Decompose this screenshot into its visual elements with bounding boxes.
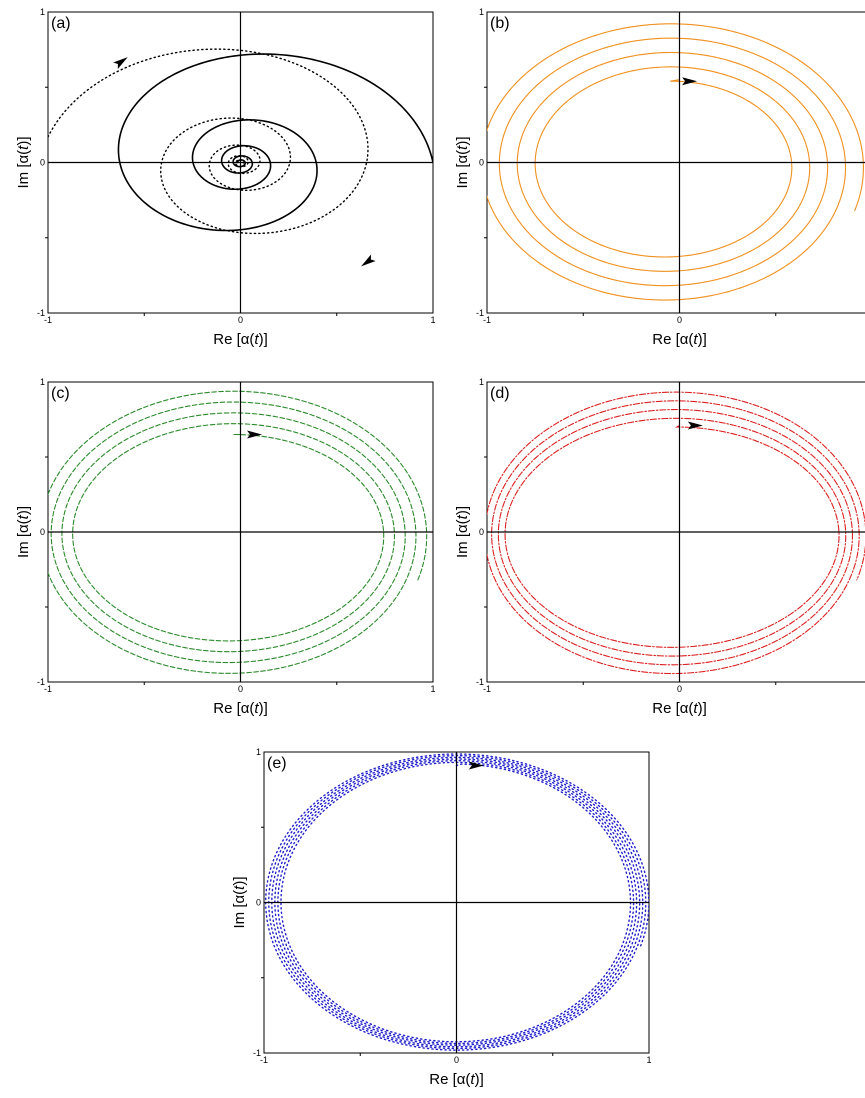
x-tick-label: 0 [677,315,682,325]
panel-d: -1 0 -1 0 1 Re [α(t)] Im [α(t)] (d) [454,377,865,717]
direction-arrow-1 [687,421,703,430]
y-tick-label: 0 [479,527,484,537]
x-axis-label: Re [α(t)] [213,331,268,348]
panel-letter: (b) [490,15,510,32]
panel-c: -1 0 1 -1 0 1 Re [α(t)] Im [α(t)] (c) [15,377,436,717]
x-tick-label: -1 [483,684,491,694]
curves [48,390,428,674]
x-tick-label: -1 [483,315,491,325]
x-axis-label: Re [α(t)] [652,700,707,717]
panel-a: -1 0 1 -1 0 1 Re [α(t)] Im [α(t)] (a) [15,7,436,348]
series-2-curve [48,48,369,235]
x-tick-label: -1 [44,315,52,325]
direction-arrow-1 [113,57,128,69]
y-tick-label: 0 [479,158,484,168]
curves [487,23,864,301]
y-tick-label: 1 [40,377,45,387]
y-axis-label: Im [α(t)] [15,136,32,188]
direction-arrow-1 [247,430,262,439]
panel-b: -1 0 -1 0 1 Re [α(t)] Im [α(t)] (b) [454,7,865,348]
y-tick-label: 1 [479,7,484,17]
y-tick-label: 0 [40,158,45,168]
y-axis-label: Im [α(t)] [231,876,248,928]
panel-letter: (e) [267,755,287,772]
direction-arrow-2 [361,254,376,267]
y-tick-label: 1 [256,747,261,757]
x-axis-label: Re [α(t)] [652,331,707,348]
x-tick-label: 1 [430,315,435,325]
series-1-curve [487,23,864,301]
y-tick-label: -1 [37,677,45,687]
series-1-curve [487,391,865,675]
y-tick-label: -1 [476,308,484,318]
y-axis-label: Im [α(t)] [454,136,471,188]
y-tick-label: 0 [256,898,261,908]
x-tick-label: 0 [677,684,682,694]
direction-arrow-1 [682,77,698,86]
x-tick-label: 1 [646,1055,651,1065]
x-tick-label: 1 [430,684,435,694]
panel-letter: (c) [51,385,70,402]
x-tick-label: 0 [238,684,243,694]
y-tick-label: 1 [40,7,45,17]
direction-arrow-1 [468,761,484,770]
y-axis-label: Im [α(t)] [15,506,32,558]
x-axis-label: Re [α(t)] [213,700,268,717]
x-tick-label: 0 [238,315,243,325]
series-1-curve [48,390,428,674]
y-tick-label: -1 [37,308,45,318]
panel-letter: (d) [490,385,510,402]
panel-e: -1 0 1 -1 0 1 Re [α(t)] Im [α(t)] (e) [231,747,652,1088]
series-1-curve [117,53,433,232]
x-tick-label: -1 [44,684,52,694]
y-tick-label: 1 [479,377,484,387]
x-tick-label: -1 [260,1055,268,1065]
curves [487,391,865,675]
panel-letter: (a) [51,15,71,32]
x-tick-label: 0 [454,1055,459,1065]
y-axis-label: Im [α(t)] [454,506,471,558]
y-tick-label: -1 [476,677,484,687]
x-axis-label: Re [α(t)] [429,1071,484,1088]
y-tick-label: -1 [253,1048,261,1058]
y-tick-label: 0 [40,527,45,537]
